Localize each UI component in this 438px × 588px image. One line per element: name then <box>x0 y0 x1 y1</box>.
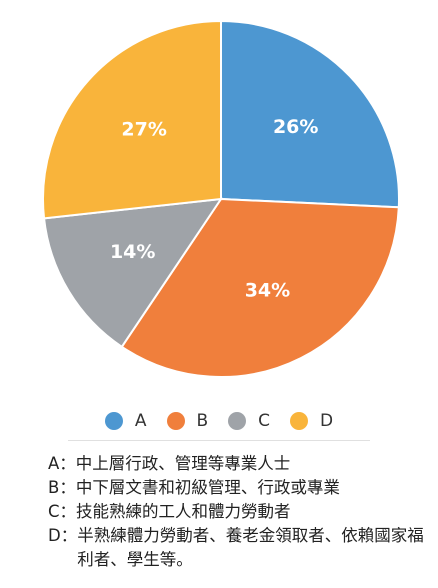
note-d: D： 半熟練體力勞動者、養老金領取者、依賴國家福利者、學生等。 <box>48 524 428 572</box>
legend-dot-b-icon <box>166 412 185 430</box>
pie-slice-a <box>220 19 400 209</box>
legend-item-a: A <box>104 411 147 431</box>
legend-label-d: D <box>320 411 334 431</box>
legend-dot-d-icon <box>290 412 309 430</box>
note-a: A： 中上層行政、管理等專業人士 <box>48 452 428 476</box>
pie-slice-b <box>120 197 400 378</box>
note-letter-c: C： <box>48 502 77 521</box>
note-text-b: 中下層文書和初級管理、行政或專業 <box>75 478 340 497</box>
pie-label-d: 27% <box>121 119 166 141</box>
category-notes: A： 中上層行政、管理等專業人士 B： 中下層文書和初級管理、行政或專業 C： … <box>48 452 428 572</box>
legend-dot-c-icon <box>228 412 247 430</box>
note-letter-d: D： <box>48 526 78 545</box>
legend-label-c: C <box>258 411 271 431</box>
note-letter-a: A： <box>48 454 76 473</box>
note-letter-b: B： <box>48 478 76 497</box>
legend: A B C D <box>0 404 438 438</box>
note-text-c: 技能熟練的工人和體力勞動者 <box>76 502 291 521</box>
note-text-a: 中上層行政、管理等專業人士 <box>75 454 291 473</box>
pie-label-a: 26% <box>273 116 318 138</box>
note-c: C： 技能熟練的工人和體力勞動者 <box>48 500 428 524</box>
legend-item-d: D <box>290 411 333 431</box>
legend-label-a: A <box>134 411 147 431</box>
pie-slices <box>42 19 400 378</box>
note-b: B： 中下層文書和初級管理、行政或專業 <box>48 476 428 500</box>
note-text-d: 半熟練體力勞動者、養老金領取者、依賴國家福利者、學生等。 <box>77 526 424 569</box>
legend-item-b: B <box>166 411 209 431</box>
pie-label-c: 14% <box>110 241 155 263</box>
pie-slice-d <box>42 19 222 220</box>
legend-item-c: C <box>228 411 270 431</box>
legend-divider <box>68 440 370 441</box>
legend-dot-a-icon <box>104 412 123 430</box>
pie-chart: 26% 34% 14% 27% <box>42 19 400 378</box>
pie-slice-labels: 26% 34% 14% 27% <box>110 116 318 301</box>
legend-label-b: B <box>196 411 209 431</box>
pie-label-b: 34% <box>245 280 290 302</box>
pie-slice-c <box>42 197 224 349</box>
